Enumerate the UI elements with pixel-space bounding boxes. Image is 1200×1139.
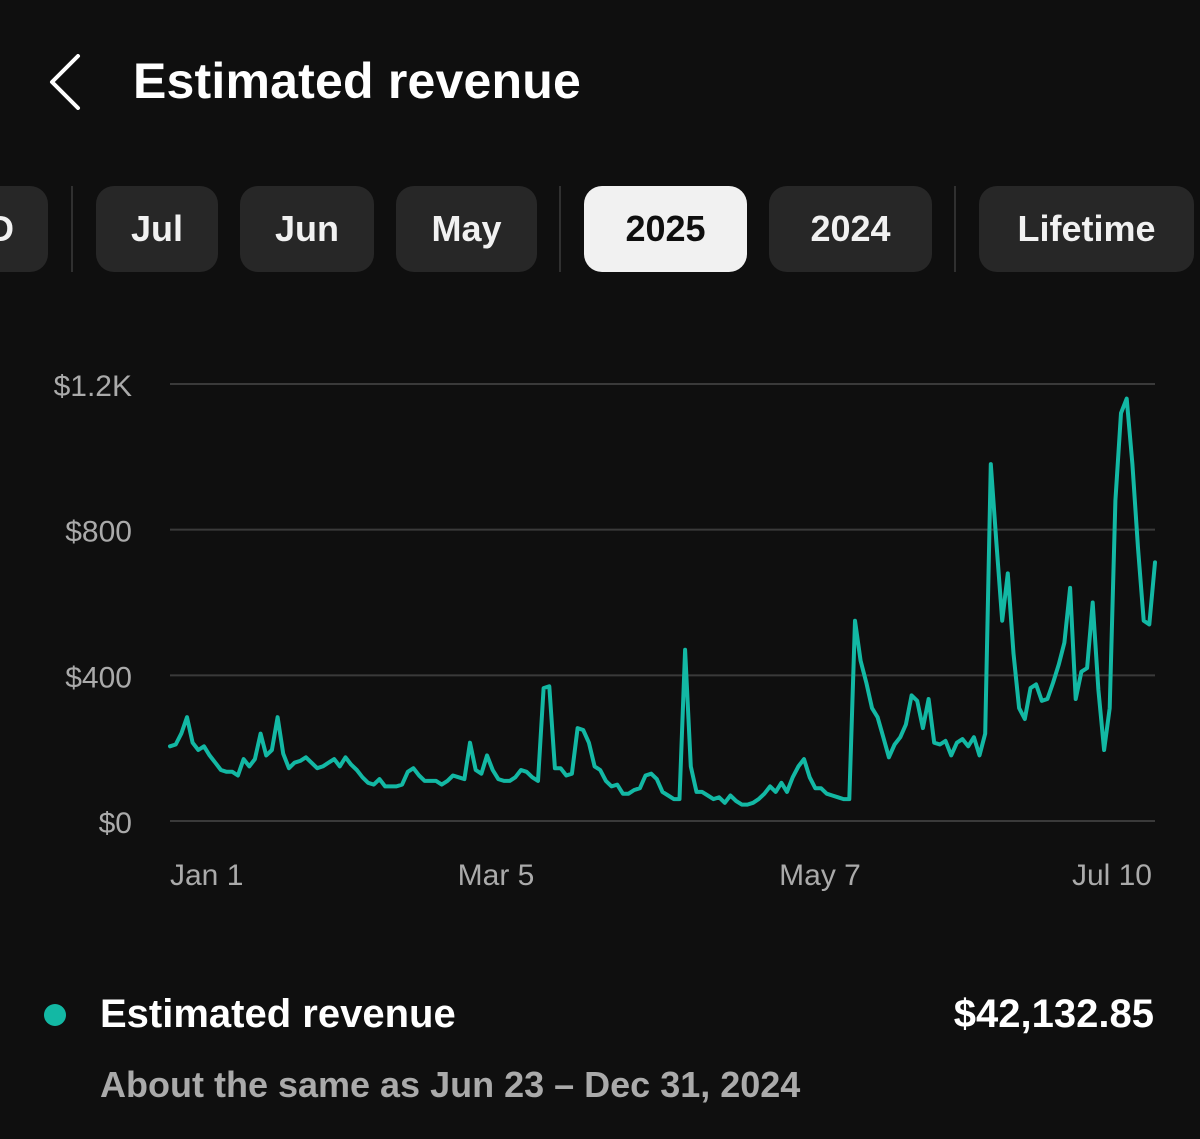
x-tick-label: Mar 5 xyxy=(458,859,535,892)
period-filter-chips: D Jul Jun May 2025 2024 Lifetime xyxy=(0,186,1200,272)
legend-dot-icon xyxy=(44,1004,66,1026)
y-tick-label: $1.2K xyxy=(54,370,132,403)
chip-divider xyxy=(71,186,73,272)
total-revenue-value: $42,132.85 xyxy=(953,992,1154,1036)
chip-jun[interactable]: Jun xyxy=(240,186,374,272)
x-tick-label: Jan 1 xyxy=(170,859,243,892)
chip-2024[interactable]: 2024 xyxy=(769,186,932,272)
y-tick-label: $800 xyxy=(65,516,132,549)
revenue-line-chart[interactable]: $0 $400 $800 $1.2K Jan 1 Mar 5 May 7 Jul 10 xyxy=(0,350,1200,910)
x-tick-label: May 7 xyxy=(779,859,861,892)
y-tick-label: $400 xyxy=(65,661,132,694)
chip-divider xyxy=(559,186,561,272)
chip-period-clipped[interactable]: D xyxy=(0,186,48,272)
x-tick-label: Jul 10 xyxy=(1072,859,1152,892)
chip-divider xyxy=(954,186,956,272)
legend-label: Estimated revenue xyxy=(100,992,456,1036)
chart-legend: Estimated revenue $42,132.85 About the s… xyxy=(0,980,1200,1110)
chip-2025[interactable]: 2025 xyxy=(584,186,747,272)
chip-jul[interactable]: Jul xyxy=(96,186,218,272)
chevron-left-icon xyxy=(50,54,80,110)
series-line-estimated-revenue xyxy=(168,396,1157,807)
app-header: Estimated revenue xyxy=(0,0,1200,160)
y-tick-label: $0 xyxy=(99,807,132,840)
chip-lifetime[interactable]: Lifetime xyxy=(979,186,1194,272)
page-title: Estimated revenue xyxy=(133,53,582,109)
comparison-text: About the same as Jun 23 – Dec 31, 2024 xyxy=(100,1064,801,1105)
chip-may[interactable]: May xyxy=(396,186,537,272)
back-button[interactable] xyxy=(34,44,104,120)
